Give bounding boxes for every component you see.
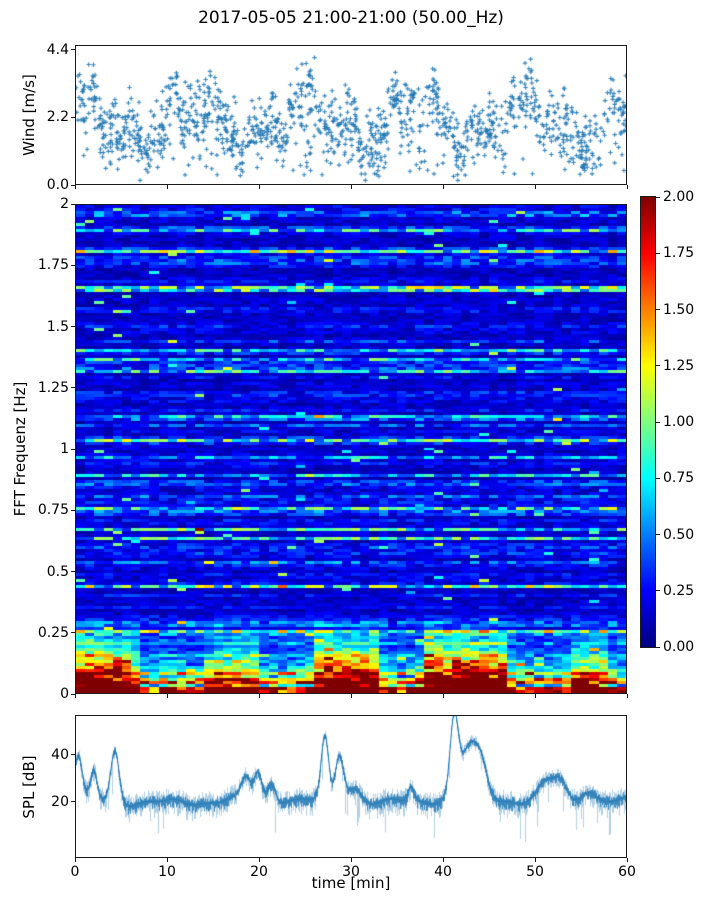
y-tick-mark: [71, 203, 75, 205]
y-tick-label: 1.5: [46, 318, 69, 335]
x-tick-mark: [258, 858, 260, 862]
x-tick-mark: [74, 185, 76, 189]
x-tick-mark: [258, 185, 260, 189]
colorbar-tick-mark: [656, 252, 660, 254]
colorbar-tick-label: 0.50: [663, 526, 695, 543]
chart-title: 2017-05-05 21:00-21:00 (50.00_Hz): [198, 8, 504, 28]
x-tick-mark: [626, 185, 628, 189]
colorbar-tick-mark: [656, 309, 660, 310]
x-tick-label: 60: [618, 864, 636, 880]
y-tick-mark: [71, 693, 75, 695]
y-tick-mark: [71, 801, 75, 803]
y-tick-mark: [71, 571, 75, 572]
colorbar-tick-label: 1.50: [663, 301, 695, 318]
x-tick-mark: [442, 694, 444, 698]
colorbar-tick-label: 0.00: [663, 639, 695, 655]
x-tick-mark: [626, 858, 628, 862]
spl-line-canvas: [76, 716, 626, 857]
colorbar-tick-mark: [656, 646, 660, 648]
x-tick-mark: [350, 694, 352, 698]
colorbar-tick-mark: [656, 534, 660, 535]
spl-plot-area: [75, 715, 627, 858]
x-tick-mark: [350, 185, 352, 189]
y-tick-mark: [71, 387, 75, 389]
colorbar-tick-mark: [656, 477, 660, 479]
x-tick-mark: [442, 185, 444, 189]
x-tick-label: 40: [434, 864, 452, 880]
spectrogram-canvas: [76, 205, 626, 693]
y-tick-mark: [71, 264, 75, 266]
x-tick-label: 10: [158, 864, 176, 880]
y-tick-label: 0.5: [46, 563, 69, 580]
colorbar-tick-label: 0.75: [663, 470, 695, 487]
y-tick-mark: [71, 509, 75, 511]
spectrogram-plot-area: [75, 204, 627, 694]
y-tick-mark: [71, 184, 75, 186]
spl-y-axis-label: SPL [dB]: [20, 754, 38, 819]
y-tick-label: 2.2: [46, 109, 69, 126]
x-tick-mark: [74, 694, 76, 698]
x-tick-mark: [258, 694, 260, 698]
x-tick-mark: [166, 858, 168, 862]
y-tick-label: 0.75: [37, 502, 69, 519]
x-tick-mark: [626, 694, 628, 698]
x-tick-label: 30: [342, 864, 360, 880]
x-axis-label: time [min]: [311, 874, 391, 892]
wind-scatter-canvas: [76, 46, 626, 184]
colorbar: [640, 196, 656, 648]
colorbar-tick-label: 0.25: [663, 582, 695, 599]
wind-plot-area: [75, 45, 627, 185]
colorbar-canvas: [641, 197, 655, 647]
colorbar-tick-label: 1.75: [663, 245, 695, 262]
x-tick-label: 20: [250, 864, 268, 880]
x-tick-mark: [534, 185, 536, 189]
colorbar-tick-label: 1.25: [663, 357, 695, 374]
colorbar-tick-label: 2.00: [663, 189, 695, 205]
x-tick-label: 0: [70, 864, 80, 880]
colorbar-tick-mark: [656, 365, 660, 367]
x-tick-mark: [534, 858, 536, 862]
colorbar-tick-label: 1.00: [663, 414, 695, 430]
y-tick-mark: [71, 49, 75, 51]
y-tick-label: 4.4: [46, 41, 69, 58]
y-tick-mark: [71, 448, 75, 450]
y-tick-label: 0: [60, 686, 69, 702]
x-tick-mark: [166, 694, 168, 698]
y-tick-label: 0.0: [46, 177, 69, 193]
x-tick-mark: [442, 858, 444, 862]
colorbar-tick-mark: [656, 196, 660, 198]
x-tick-mark: [350, 858, 352, 862]
y-tick-mark: [71, 632, 75, 634]
y-tick-label: 0.25: [37, 624, 69, 641]
y-tick-mark: [71, 116, 75, 118]
y-tick-label: 20: [51, 793, 69, 810]
x-tick-mark: [74, 858, 76, 862]
y-tick-label: 1.25: [37, 379, 69, 396]
x-tick-mark: [166, 185, 168, 189]
colorbar-tick-mark: [656, 590, 660, 592]
x-tick-mark: [534, 694, 536, 698]
x-tick-label: 50: [526, 864, 544, 880]
colorbar-tick-mark: [656, 421, 660, 423]
y-tick-label: 1.75: [37, 257, 69, 274]
y-tick-label: 2: [60, 196, 69, 212]
y-tick-label: 40: [51, 746, 69, 763]
y-tick-mark: [71, 754, 75, 756]
y-tick-mark: [71, 326, 75, 327]
y-tick-label: 1: [60, 441, 69, 457]
